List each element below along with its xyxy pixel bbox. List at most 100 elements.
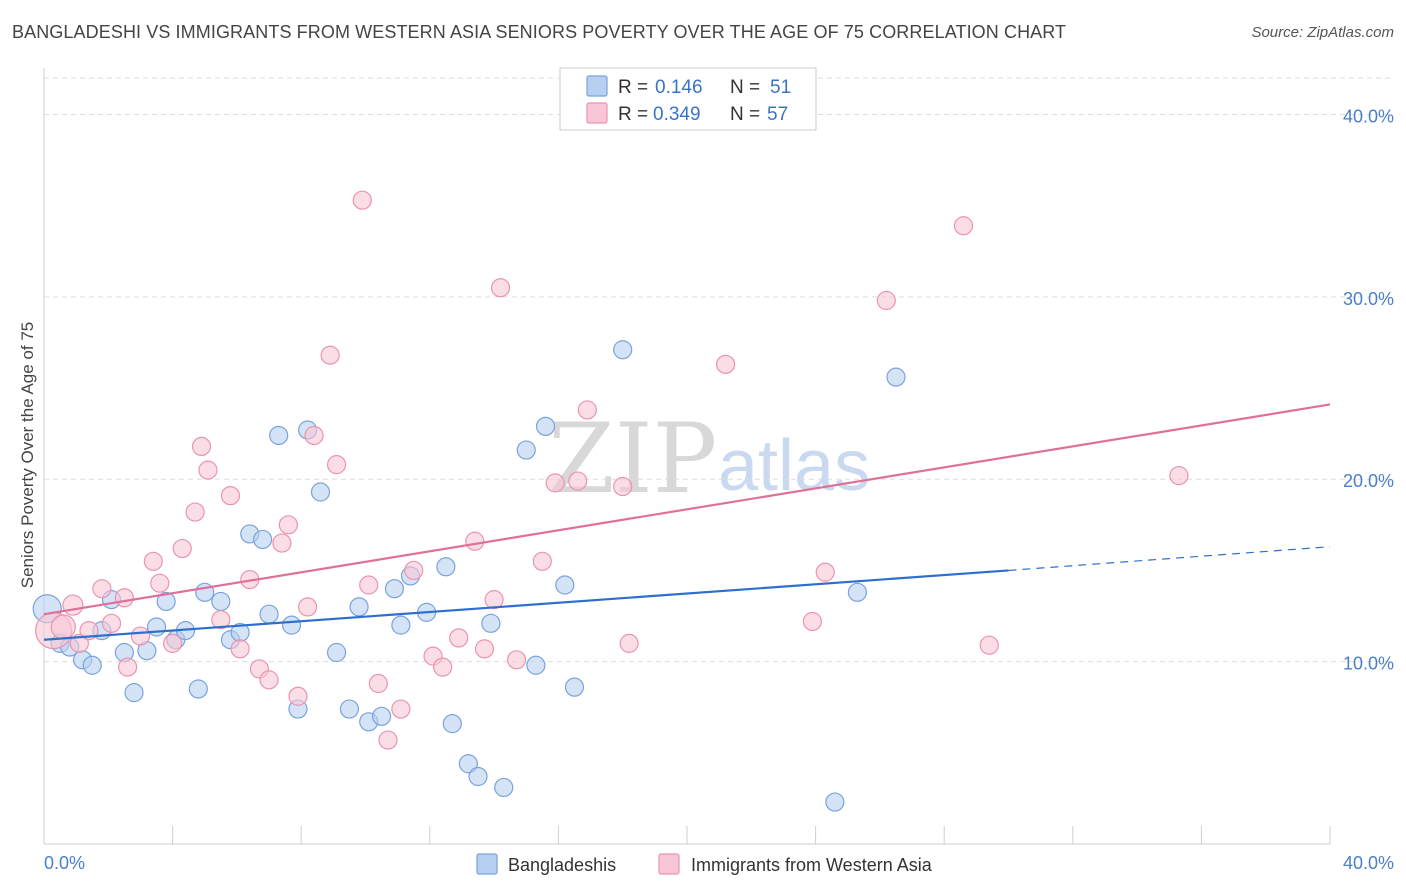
data-point <box>146 617 167 637</box>
data-point <box>468 766 488 787</box>
legend-n-value: 51 <box>770 77 791 98</box>
trendline-bangladeshis-extension <box>1008 546 1331 572</box>
data-point <box>281 615 302 635</box>
source-label: Source: ZipAtlas.com <box>1251 24 1394 41</box>
data-point <box>269 425 289 446</box>
data-point <box>507 650 527 670</box>
data-point <box>259 670 279 690</box>
data-point <box>359 575 379 595</box>
legend-n-label: N = <box>730 104 760 125</box>
data-point <box>220 486 241 506</box>
trendline-immigrants <box>43 403 1331 616</box>
data-point <box>436 557 456 577</box>
data-point <box>211 610 231 630</box>
data-point <box>391 699 411 719</box>
y-tick-labels: 10.0% 20.0% 30.0% 40.0% <box>1343 106 1394 673</box>
data-point <box>378 730 398 750</box>
data-point <box>163 633 183 653</box>
data-point <box>172 538 192 559</box>
data-point <box>371 706 392 726</box>
data-point <box>124 683 144 703</box>
x-tick-labels: 0.0% 40.0% <box>44 853 1394 873</box>
data-point <box>490 278 511 298</box>
data-point <box>886 367 906 387</box>
data-point <box>156 591 176 612</box>
data-point <box>352 190 372 210</box>
legend-swatch-pink <box>586 102 608 124</box>
axes <box>43 68 1331 845</box>
data-point <box>568 471 588 491</box>
series-bangladeshis <box>32 340 906 812</box>
data-point <box>1169 465 1189 486</box>
y-tick-label: 10.0% <box>1343 654 1394 674</box>
data-point <box>278 515 298 535</box>
legend-r-label: R = <box>618 104 648 125</box>
data-point <box>130 626 151 646</box>
data-point <box>368 673 388 694</box>
series-legend: Bangladeshis Immigrants from Western Asi… <box>476 853 933 875</box>
data-point <box>494 777 514 798</box>
legend-swatch-blue <box>586 75 608 97</box>
data-point <box>349 597 369 617</box>
data-point <box>150 573 170 593</box>
data-point <box>253 529 273 550</box>
data-point <box>516 440 536 460</box>
data-point <box>272 533 292 553</box>
data-point <box>715 354 736 374</box>
legend-swatch-bangladeshis <box>476 853 498 875</box>
data-point <box>198 460 218 480</box>
data-point <box>564 677 585 697</box>
x-tick-label: 0.0% <box>44 853 85 873</box>
data-point <box>458 754 478 774</box>
data-point <box>101 613 122 633</box>
series-immigrants-western-asia <box>35 190 1189 750</box>
data-point <box>259 604 279 624</box>
data-point <box>449 628 469 648</box>
data-point <box>613 476 633 497</box>
data-point <box>326 642 347 663</box>
watermark-atlas: atlas <box>718 426 870 506</box>
data-point <box>876 290 896 311</box>
data-point <box>619 633 639 653</box>
data-point <box>384 579 405 599</box>
legend-n-value: 57 <box>767 104 788 125</box>
data-point <box>114 588 134 608</box>
data-point <box>526 655 546 675</box>
watermark-zip: ZIP <box>548 403 717 515</box>
data-point <box>532 551 552 571</box>
data-point <box>50 614 76 640</box>
data-point <box>117 657 138 677</box>
data-point <box>339 699 360 719</box>
data-point <box>320 345 340 365</box>
data-point <box>304 425 324 446</box>
data-point <box>404 560 424 581</box>
trendlines <box>43 403 1331 641</box>
chart-title: BANGLADESHI VS IMMIGRANTS FROM WESTERN A… <box>12 22 1067 42</box>
y-axis-title: Seniors Poverty Over the Age of 75 <box>18 322 37 588</box>
data-point <box>825 792 845 812</box>
trendline-bangladeshis <box>43 569 1009 641</box>
correlation-legend: R = 0.146 N = 51 R = 0.349 N = 57 <box>559 67 817 131</box>
legend-swatch-immigrants <box>658 853 680 875</box>
data-point <box>481 613 501 633</box>
legend-r-value: 0.146 <box>655 77 703 98</box>
data-point <box>802 611 822 632</box>
data-point <box>230 639 250 659</box>
data-point <box>433 657 453 677</box>
data-point <box>545 473 565 493</box>
legend-r-label: R = <box>618 77 648 98</box>
data-point <box>555 575 575 595</box>
data-point <box>211 591 231 612</box>
legend-label-bangladeshis: Bangladeshis <box>508 855 616 875</box>
legend-label-immigrants: Immigrants from Western Asia <box>691 855 933 875</box>
data-point <box>847 582 867 602</box>
data-point <box>613 340 633 360</box>
data-point <box>143 551 163 571</box>
data-point <box>465 531 485 551</box>
data-point <box>979 635 999 655</box>
data-point <box>69 633 89 653</box>
data-point <box>484 590 504 610</box>
data-point <box>474 639 495 659</box>
y-tick-label: 40.0% <box>1343 106 1394 126</box>
data-point <box>185 502 205 522</box>
